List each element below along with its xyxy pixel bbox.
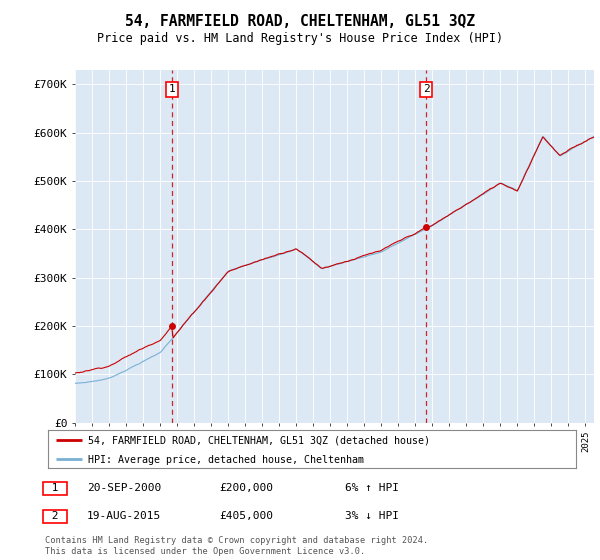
Text: Price paid vs. HM Land Registry's House Price Index (HPI): Price paid vs. HM Land Registry's House … [97,32,503,45]
Text: 1: 1 [45,483,65,493]
Text: 6% ↑ HPI: 6% ↑ HPI [345,483,399,493]
Text: 54, FARMFIELD ROAD, CHELTENHAM, GL51 3QZ (detached house): 54, FARMFIELD ROAD, CHELTENHAM, GL51 3QZ… [88,436,430,446]
Text: £200,000: £200,000 [219,483,273,493]
Text: 3% ↓ HPI: 3% ↓ HPI [345,511,399,521]
Text: 2: 2 [422,85,430,95]
Text: 20-SEP-2000: 20-SEP-2000 [87,483,161,493]
Text: £405,000: £405,000 [219,511,273,521]
Text: Contains HM Land Registry data © Crown copyright and database right 2024.
This d: Contains HM Land Registry data © Crown c… [45,536,428,556]
Text: 2: 2 [45,511,65,521]
Text: 54, FARMFIELD ROAD, CHELTENHAM, GL51 3QZ: 54, FARMFIELD ROAD, CHELTENHAM, GL51 3QZ [125,14,475,29]
Text: 1: 1 [169,85,176,95]
Text: HPI: Average price, detached house, Cheltenham: HPI: Average price, detached house, Chel… [88,455,364,465]
Text: 19-AUG-2015: 19-AUG-2015 [87,511,161,521]
